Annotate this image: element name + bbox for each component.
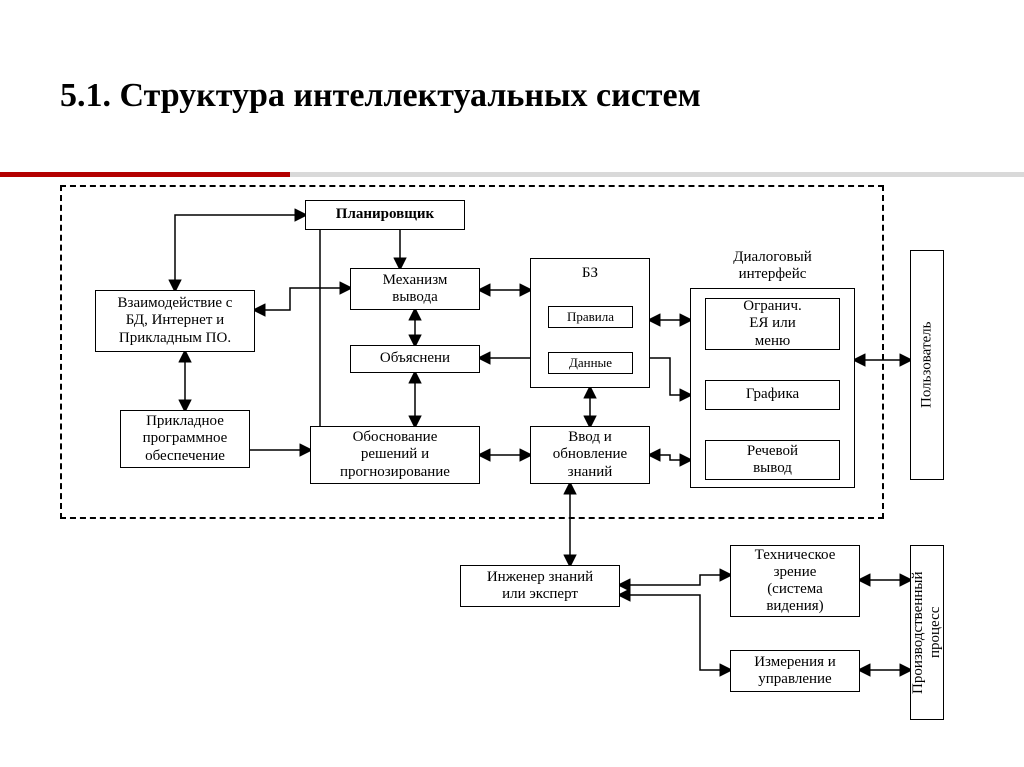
node-process: Производственныйпроцесс xyxy=(910,545,944,720)
node-justify: Обоснованиерешений ипрогнозирование xyxy=(310,426,480,484)
node-engineer-label: Инженер знанийили эксперт xyxy=(487,569,593,604)
node-planner: Планировщик xyxy=(305,200,465,230)
node-limited-label: Огранич.ЕЯ илименю xyxy=(743,298,802,350)
node-interact-label: Взаимодействие сБД, Интернет иПрикладным… xyxy=(118,295,233,347)
node-mech: Механизмвывода xyxy=(350,268,480,310)
node-dlgLabel: Диалоговыйинтерфейс xyxy=(695,246,850,286)
node-process-label: Производственныйпроцесс xyxy=(910,571,945,694)
accent-bar-gray xyxy=(290,172,1024,177)
node-kbframe-label: БЗ xyxy=(582,265,598,282)
node-user-label: Пользователь xyxy=(918,322,935,409)
node-engineer: Инженер знанийили эксперт xyxy=(460,565,620,607)
node-dlgLabel-label: Диалоговыйинтерфейс xyxy=(733,249,812,284)
node-speech: Речевойвывод xyxy=(705,440,840,480)
node-justify-label: Обоснованиерешений ипрогнозирование xyxy=(340,429,450,481)
node-explain-label: Объяснени xyxy=(380,350,450,367)
node-rules-label: Правила xyxy=(567,310,614,325)
node-vision-label: Техническоезрение(системавидения) xyxy=(755,547,836,616)
accent-bar xyxy=(0,172,290,177)
node-measure: Измерения иуправление xyxy=(730,650,860,692)
node-appsoft: Прикладноепрограммноеобеспечение xyxy=(120,410,250,468)
node-data: Данные xyxy=(548,352,633,374)
node-input: Ввод иобновлениезнаний xyxy=(530,426,650,484)
node-measure-label: Измерения иуправление xyxy=(754,654,836,689)
node-input-label: Ввод иобновлениезнаний xyxy=(553,429,627,481)
node-explain: Объяснени xyxy=(350,345,480,373)
node-limited: Огранич.ЕЯ илименю xyxy=(705,298,840,350)
node-planner-label: Планировщик xyxy=(336,206,434,223)
node-data-label: Данные xyxy=(569,356,612,371)
node-graphics: Графика xyxy=(705,380,840,410)
page-title: 5.1. Структура интеллектуальных систем xyxy=(60,75,701,118)
node-mech-label: Механизмвывода xyxy=(383,272,448,307)
node-graphics-label: Графика xyxy=(746,386,799,403)
node-appsoft-label: Прикладноепрограммноеобеспечение xyxy=(143,413,228,465)
node-vision: Техническоезрение(системавидения) xyxy=(730,545,860,617)
node-speech-label: Речевойвывод xyxy=(747,443,798,478)
node-interact: Взаимодействие сБД, Интернет иПрикладным… xyxy=(95,290,255,352)
node-user: Пользователь xyxy=(910,250,944,480)
node-rules: Правила xyxy=(548,306,633,328)
